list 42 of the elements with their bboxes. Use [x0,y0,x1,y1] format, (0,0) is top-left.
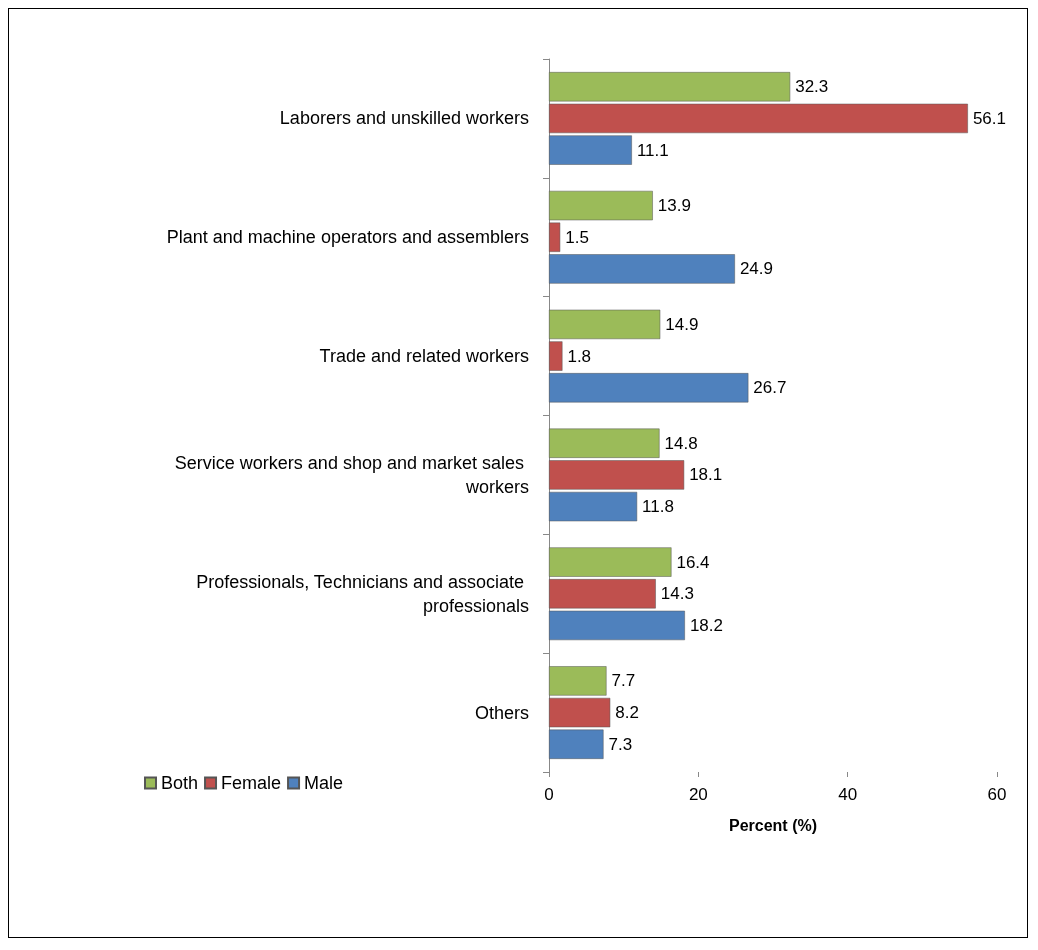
data-label: 14.9 [665,314,699,334]
data-label: 13.9 [657,196,691,216]
x-tick-label: 60 [987,785,1007,804]
x-tick-label: 20 [688,785,708,804]
y-tick-label: Others [474,702,529,723]
legend-label: Female [221,773,282,793]
data-label: 26.7 [753,378,787,398]
data-label: 56.1 [972,108,1006,128]
x-tick-label: 0 [544,785,554,804]
data-label: 8.2 [615,703,639,723]
data-label: 18.1 [689,465,723,485]
data-label: 14.8 [664,433,698,453]
data-label: 16.4 [676,552,710,572]
data-label: 7.3 [608,734,633,754]
data-label: 18.2 [689,615,723,635]
data-label: 11.1 [636,140,669,160]
legend-label: Both [161,773,199,793]
data-label: 1.8 [567,346,592,366]
y-tick-label: Laborers and unskilled workers [279,108,529,129]
bar [549,460,685,490]
data-label: 1.5 [565,227,589,247]
bar [549,135,632,165]
x-axis-title: Percent (%) [728,816,818,834]
bar [549,547,672,577]
data-label: 24.9 [739,259,774,279]
bar [549,373,749,403]
bar [549,491,638,522]
y-tick-label: Professionals, Technicians and associate professionals [196,571,529,616]
data-label: 7.7 [611,671,636,691]
y-tick-label: Plant and machine operators and assemblers [166,227,529,248]
y-tick-label: Service workers and shop and market sales workers [174,452,529,497]
bar [549,666,607,696]
data-label: 32.3 [795,77,829,97]
x-tick-label: 40 [838,785,858,804]
data-label: 11.8 [642,497,674,517]
legend-label: Male [304,773,344,793]
y-tick-label: Trade and related workers [319,346,529,367]
data-label: 14.3 [660,584,694,604]
bar [549,428,660,458]
bar [549,341,563,371]
bar [549,309,661,340]
bar [549,254,735,284]
